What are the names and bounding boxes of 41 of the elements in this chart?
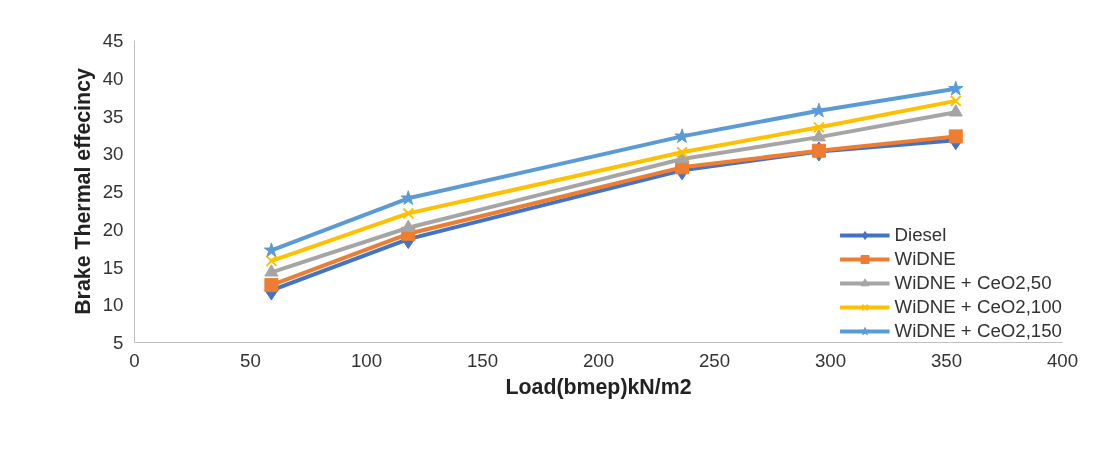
x-tick-label: 400 <box>1046 349 1079 371</box>
y-tick-label: 5 <box>113 332 124 353</box>
point <box>676 146 688 159</box>
x-tick-label: 0 <box>129 349 140 371</box>
point <box>811 129 826 142</box>
point <box>948 104 963 117</box>
point <box>674 128 690 143</box>
point <box>949 94 962 107</box>
point <box>264 278 279 293</box>
legend-label: WiDNE + CeO2,150 <box>894 320 1062 342</box>
point <box>948 80 964 96</box>
point <box>265 255 278 267</box>
legend-label: Diesel <box>894 224 947 246</box>
legend-label: WiDNE <box>894 248 956 270</box>
point <box>948 129 963 144</box>
x-tick-label: 50 <box>240 349 261 371</box>
legend-label: WiDNE + CeO2,50 <box>894 272 1052 294</box>
y-tick-label: 25 <box>102 181 124 202</box>
point <box>401 219 416 232</box>
x-tick-label: 100 <box>350 349 383 371</box>
point <box>811 143 826 158</box>
x-axis-title: Load(bmep)kN/m2 <box>505 374 692 399</box>
x-tick-label: 250 <box>698 349 731 371</box>
y-tick-label: 35 <box>102 105 124 127</box>
y-tick-label: 40 <box>102 67 124 89</box>
legend-label: WiDNE + CeO2,100 <box>894 296 1062 318</box>
x-tick-label: 350 <box>930 349 963 371</box>
point <box>402 207 415 220</box>
y-axis-title: Brake Thermal effecincy <box>70 68 95 315</box>
y-tick-label: 10 <box>102 294 124 316</box>
x-tick-label: 300 <box>814 349 847 371</box>
point <box>264 264 279 277</box>
y-tick-label: 30 <box>102 143 124 165</box>
point <box>812 121 825 134</box>
y-tick-label: 20 <box>102 218 124 240</box>
y-tick-label: 15 <box>102 256 124 278</box>
y-tick-label: 45 <box>102 30 124 51</box>
point <box>811 102 827 118</box>
x-tick-label: 200 <box>582 349 615 371</box>
point <box>400 190 416 205</box>
x-tick-label: 150 <box>466 349 499 371</box>
